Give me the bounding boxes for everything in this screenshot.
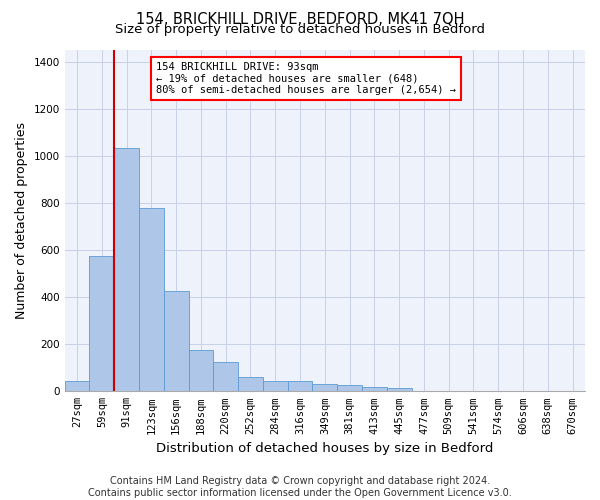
- Bar: [313, 384, 337, 392]
- Y-axis label: Number of detached properties: Number of detached properties: [15, 122, 28, 319]
- Bar: [238, 377, 263, 392]
- X-axis label: Distribution of detached houses by size in Bedford: Distribution of detached houses by size …: [156, 442, 494, 455]
- Text: Contains HM Land Registry data © Crown copyright and database right 2024.
Contai: Contains HM Land Registry data © Crown c…: [88, 476, 512, 498]
- Bar: [139, 208, 164, 392]
- Bar: [114, 148, 139, 392]
- Bar: [214, 362, 238, 392]
- Bar: [337, 386, 362, 392]
- Bar: [287, 380, 313, 392]
- Text: 154, BRICKHILL DRIVE, BEDFORD, MK41 7QH: 154, BRICKHILL DRIVE, BEDFORD, MK41 7QH: [136, 12, 464, 28]
- Bar: [387, 388, 412, 392]
- Bar: [188, 350, 214, 392]
- Bar: [263, 380, 287, 392]
- Bar: [65, 380, 89, 392]
- Text: Size of property relative to detached houses in Bedford: Size of property relative to detached ho…: [115, 22, 485, 36]
- Bar: [362, 386, 387, 392]
- Bar: [164, 292, 188, 392]
- Bar: [89, 256, 114, 392]
- Text: 154 BRICKHILL DRIVE: 93sqm
← 19% of detached houses are smaller (648)
80% of sem: 154 BRICKHILL DRIVE: 93sqm ← 19% of deta…: [156, 62, 456, 95]
